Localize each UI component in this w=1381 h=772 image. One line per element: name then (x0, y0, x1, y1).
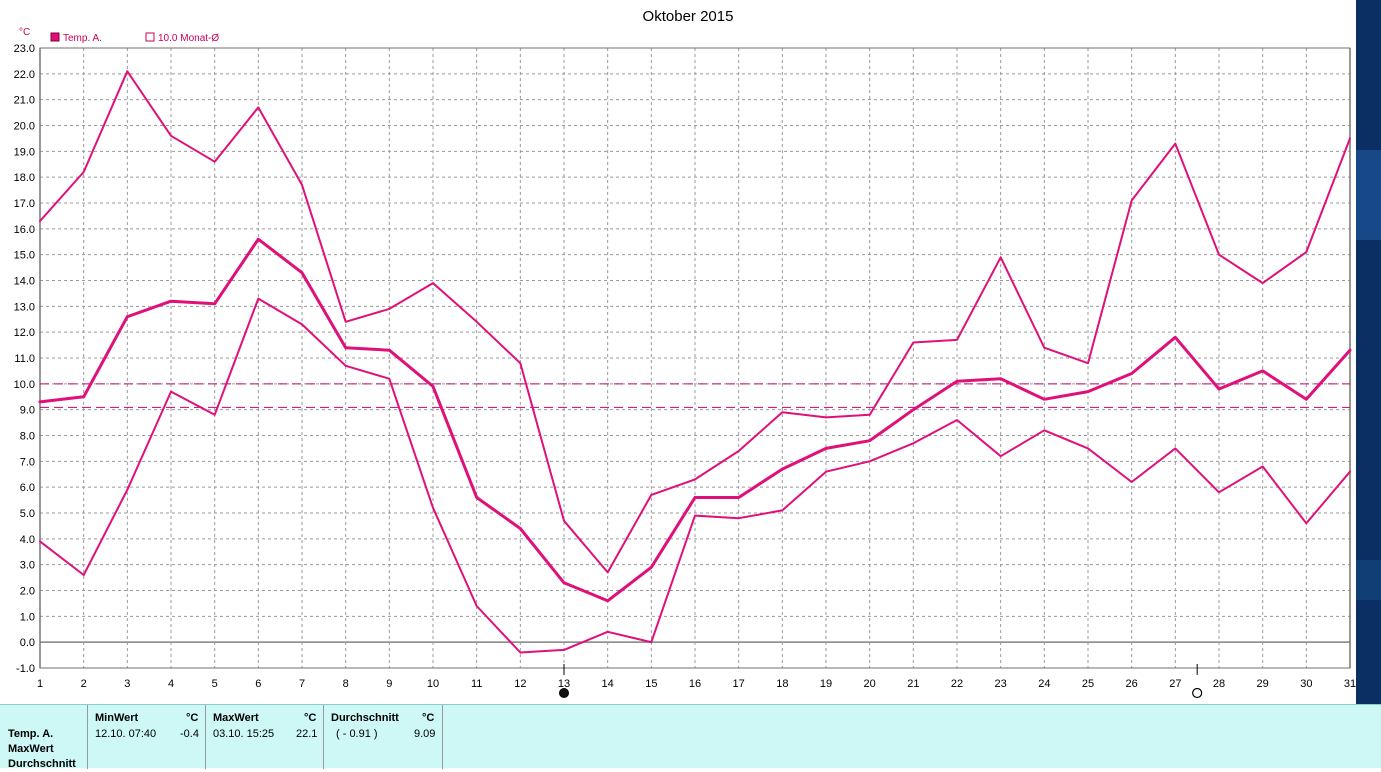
max-unit: °C (304, 712, 317, 724)
x-tick-label: 14 (602, 678, 614, 690)
x-tick-label: 22 (951, 678, 963, 690)
x-tick-label: 18 (776, 678, 788, 690)
strip-highlight (1356, 150, 1381, 240)
x-tick-label: 30 (1300, 678, 1312, 690)
x-tick-label: 17 (733, 678, 745, 690)
plot-frame (39, 47, 1351, 669)
min-unit: °C (186, 712, 199, 724)
y-tick-label: 5.0 (20, 508, 35, 520)
x-tick-label: 29 (1257, 678, 1269, 690)
stats-row-labels: Temp. A. MaxWert Durchschnitt (8, 727, 76, 772)
x-tick-label: 13 (558, 678, 570, 690)
avg-diff: ( - 0.91 ) (336, 728, 378, 740)
y-tick-label: 18.0 (14, 172, 35, 184)
row-label-max: MaxWert (8, 743, 54, 755)
min-value: -0.4 (180, 728, 199, 740)
x-tick-label: 27 (1169, 678, 1181, 690)
y-tick-label: 10.0 (14, 379, 35, 391)
y-tick-label: 3.0 (20, 560, 35, 572)
y-tick-label: 2.0 (20, 586, 35, 598)
y-tick-label: 16.0 (14, 224, 35, 236)
min-datetime: 12.10. 07:40 (95, 728, 157, 740)
y-tick-label: 0.0 (20, 637, 35, 649)
y-tick-label: 20.0 (14, 121, 35, 133)
y-tick-label: 8.0 (20, 431, 35, 443)
x-tick-label: 2 (81, 678, 87, 690)
series-line-min (39, 297, 1351, 654)
avg-value: 9.09 (414, 728, 436, 740)
min-header: MinWert (95, 712, 139, 724)
chart-title: Oktober 2015 (643, 8, 734, 25)
legend-label-temp: Temp. A. (63, 33, 102, 44)
grid (39, 47, 1351, 669)
x-axis: 1 2 3 4 5 6 7 8 9 10 11 12 13 14 15 16 17 18 19 20 21 22 23 24 2… (37, 678, 1356, 690)
x-tick-label: 9 (386, 678, 392, 690)
y-tick-label: 21.0 (14, 95, 35, 107)
y-tick-label: 22.0 (14, 69, 35, 81)
y-tick-label: 13.0 (14, 301, 35, 313)
y-tick-label: 4.0 (20, 534, 35, 546)
reference-lines (40, 383, 1350, 408)
desktop-edge-strip (1356, 0, 1381, 704)
max-datetime: 03.10. 15:25 (213, 728, 275, 740)
x-tick-label: 31 (1344, 678, 1356, 690)
series-line-max (39, 70, 1351, 574)
max-header: MaxWert (213, 712, 259, 724)
row-label-temp: Temp. A. (8, 728, 54, 740)
x-tick-label: 8 (343, 678, 349, 690)
y-tick-label: 17.0 (14, 198, 35, 210)
x-tick-label: 4 (168, 678, 174, 690)
x-tick-label: 28 (1213, 678, 1225, 690)
y-tick-label: 23.0 (14, 43, 35, 55)
y-tick-label: 19.0 (14, 146, 35, 158)
y-tick-label: 14.0 (14, 276, 35, 288)
moon-markers (559, 664, 1203, 699)
stats-avg-column: Durchschnitt °C ( - 0.91 ) 9.09 (323, 705, 443, 769)
x-tick-label: 19 (820, 678, 832, 690)
x-tick-label: 20 (864, 678, 876, 690)
avg-unit: °C (422, 712, 435, 724)
x-tick-label: 11 (471, 678, 482, 690)
x-tick-label: 6 (255, 678, 261, 690)
x-tick-label: 26 (1126, 678, 1138, 690)
y-tick-label: 9.0 (20, 405, 35, 417)
y-tick-label: 12.0 (14, 327, 35, 339)
x-tick-label: 12 (514, 678, 526, 690)
x-tick-label: 15 (645, 678, 657, 690)
series-lines (38, 70, 1352, 654)
series-line-mean (38, 237, 1352, 603)
x-tick-label: 23 (995, 678, 1007, 690)
temperature-chart: Oktober 2015 °C Temp. A. 10.0 Monat-Ø 23… (14, 8, 1356, 699)
stats-min-column: MinWert °C 12.10. 07:40 -0.4 (87, 705, 206, 769)
legend-filled-marker (50, 32, 60, 42)
y-tick-label: 7.0 (20, 456, 35, 468)
x-tick-label: 3 (124, 678, 130, 690)
x-tick-label: 21 (907, 678, 919, 690)
y-tick-label: 11.0 (14, 353, 35, 365)
stats-panel: Temp. A. MaxWert Durchschnitt MinWert °C… (0, 704, 1381, 770)
new-moon-icon (559, 688, 569, 698)
max-value: 22.1 (296, 728, 318, 740)
row-label-avg: Durchschnitt (8, 758, 76, 770)
x-tick-label: 24 (1038, 678, 1050, 690)
avg-header: Durchschnitt (331, 712, 399, 724)
legend: Temp. A. 10.0 Monat-Ø (50, 32, 219, 44)
y-tick-label: 1.0 (20, 611, 35, 623)
x-tick-label: 5 (212, 678, 218, 690)
x-tick-label: 1 (37, 678, 43, 690)
y-tick-label: -1.0 (16, 663, 35, 675)
y-tick-label: 15.0 (14, 250, 35, 262)
stats-max-column: MaxWert °C 03.10. 15:25 22.1 (205, 705, 324, 769)
full-moon-icon (1192, 687, 1203, 699)
y-tick-label: 6.0 (20, 482, 35, 494)
strip-highlight (1356, 560, 1381, 600)
x-tick-label: 16 (689, 678, 701, 690)
x-tick-label: 10 (427, 678, 439, 690)
x-tick-label: 25 (1082, 678, 1094, 690)
y-unit-label: °C (19, 27, 30, 38)
legend-empty-marker (145, 32, 155, 42)
legend-label-monthly-avg: 10.0 Monat-Ø (158, 33, 219, 44)
y-axis: 23.0 22.0 21.0 20.0 19.0 18.0 17.0 16.0 15.0 14.0… (14, 43, 35, 675)
x-tick-label: 7 (299, 678, 305, 690)
